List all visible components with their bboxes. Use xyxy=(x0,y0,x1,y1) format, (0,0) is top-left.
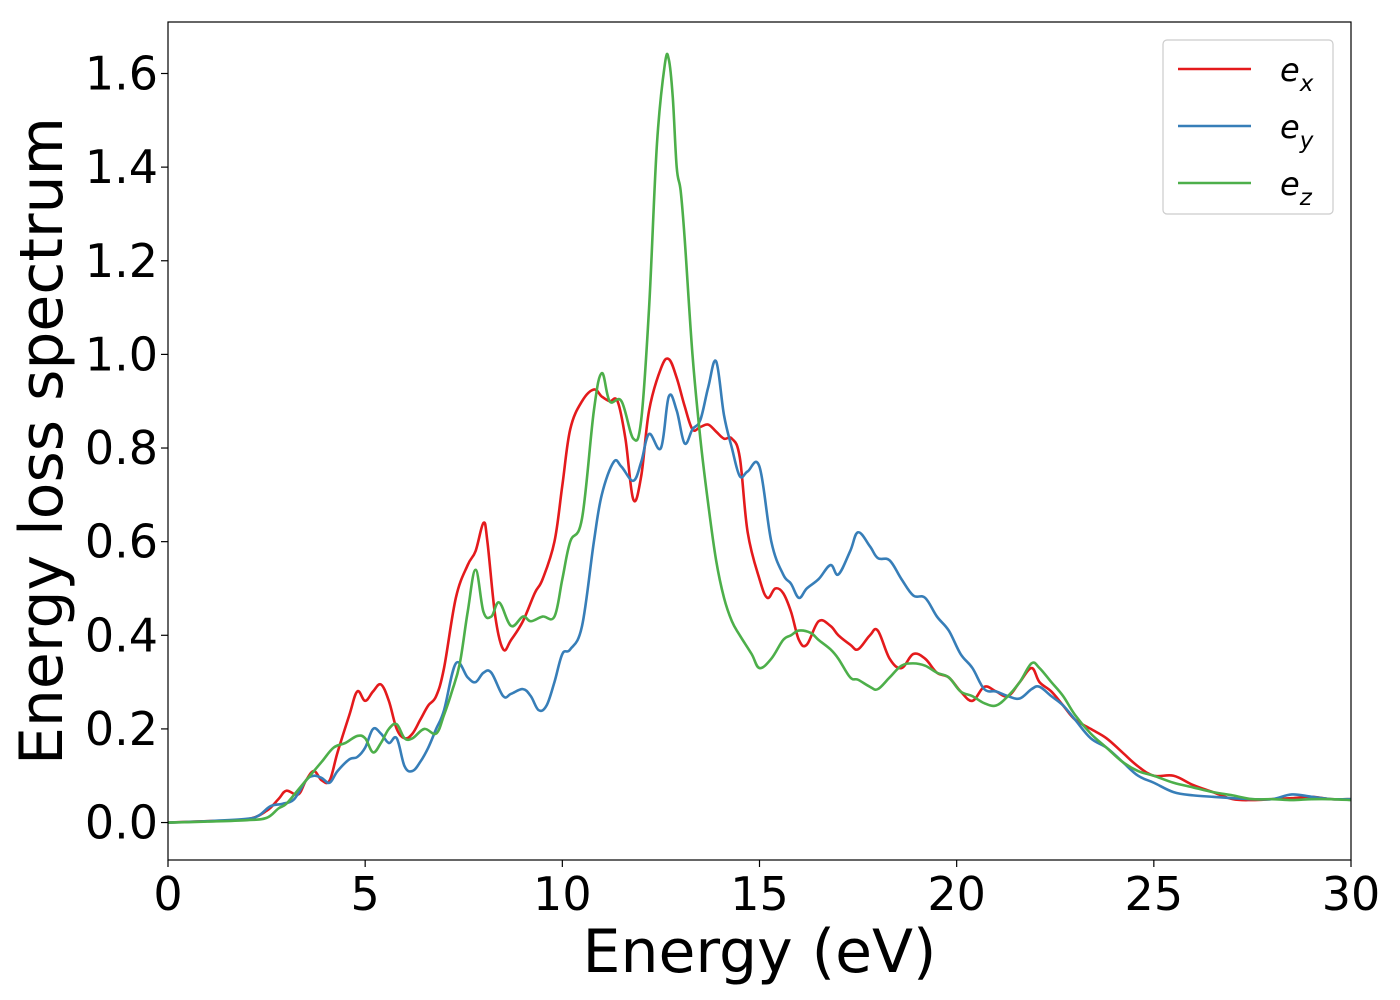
y-tick-label: 1.4 xyxy=(85,140,158,194)
legend-label-subscript: y xyxy=(1299,128,1314,154)
y-axis-label: Energy loss spectrum xyxy=(7,117,77,765)
legend-label-z: ez xyxy=(1280,165,1313,211)
y-tick-label: 0.2 xyxy=(85,702,158,756)
y-axis-ticks: 0.0 0.2 0.4 0.6 0.8 1.0 1.2 1.4 1.6 xyxy=(85,46,168,850)
legend-label-subscript: x xyxy=(1299,71,1314,97)
x-axis-label: Energy (eV) xyxy=(583,917,937,987)
x-tick-label: 5 xyxy=(351,867,380,921)
y-tick-label: 1.2 xyxy=(85,234,158,288)
x-tick-label: 30 xyxy=(1322,867,1381,921)
y-tick-label: 0.8 xyxy=(85,421,158,475)
legend-label-subscript: z xyxy=(1299,185,1313,211)
x-axis-ticks: 0 5 10 15 20 25 30 xyxy=(153,860,1380,921)
x-tick-label: 15 xyxy=(730,867,789,921)
x-tick-label: 25 xyxy=(1125,867,1184,921)
y-tick-label: 0.6 xyxy=(85,515,158,569)
y-tick-label: 1.6 xyxy=(85,46,158,100)
series-line-x xyxy=(167,357,1352,824)
legend-label-y: ey xyxy=(1280,108,1314,154)
legend-label-base: e xyxy=(1280,165,1300,203)
legend-label-base: e xyxy=(1280,108,1300,146)
x-tick-label: 20 xyxy=(927,867,986,921)
legend-label-base: e xyxy=(1280,51,1300,89)
series-line-y xyxy=(167,359,1352,824)
legend-label-x: ex xyxy=(1280,51,1314,97)
y-tick-label: 0.4 xyxy=(85,608,158,662)
y-tick-label: 0.0 xyxy=(85,796,158,850)
series-line-z xyxy=(167,52,1352,824)
x-tick-label: 0 xyxy=(153,867,182,921)
y-tick-label: 1.0 xyxy=(85,327,158,381)
x-tick-label: 10 xyxy=(533,867,592,921)
series-layer xyxy=(167,52,1352,824)
